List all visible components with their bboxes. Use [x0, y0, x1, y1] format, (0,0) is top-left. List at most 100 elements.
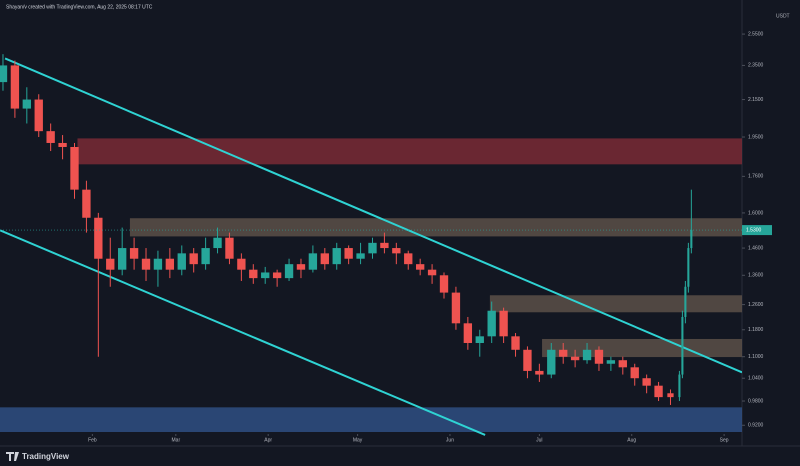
x-tick-label: Jun	[446, 437, 454, 443]
y-tick-label: 1.2600	[748, 302, 764, 308]
candle-body	[58, 142, 67, 147]
candle-body	[356, 253, 365, 259]
y-tick-label: 1.1800	[748, 327, 764, 333]
candle-body	[129, 248, 139, 259]
candle-body	[225, 237, 234, 259]
candle-body	[630, 367, 639, 379]
logo-icon	[6, 452, 19, 461]
candle-body	[606, 360, 616, 364]
y-tick-label: 1.9500	[748, 134, 764, 140]
header: Shayan/v created with TradingView.com, A…	[6, 4, 153, 10]
plot	[0, 54, 742, 436]
trendline	[4, 57, 742, 374]
y-tick-label: 1.3600	[748, 273, 764, 279]
candle-body	[106, 258, 115, 270]
candle-body	[451, 292, 461, 324]
candle-body	[332, 248, 341, 265]
x-tick-label: Aug	[627, 437, 636, 443]
y-tick-label: 1.1000	[748, 354, 764, 360]
candle-body	[308, 253, 318, 270]
currency: USDT	[776, 13, 790, 19]
candle-body	[165, 258, 175, 270]
candle-body	[582, 349, 592, 361]
x-tick-label: Mar	[172, 437, 181, 443]
candle-body	[415, 264, 425, 270]
candle-body	[487, 310, 496, 337]
x-tick-label: May	[353, 437, 363, 443]
candle-body	[261, 272, 270, 279]
candle-body	[22, 99, 31, 109]
candle-body	[463, 323, 473, 343]
last-price-label: 1.5300	[746, 227, 762, 233]
candle-body	[201, 248, 210, 265]
candle-body	[249, 269, 258, 279]
candle-body	[82, 189, 91, 218]
candle-body	[535, 370, 544, 375]
zone	[77, 138, 742, 165]
candle-body	[654, 385, 663, 398]
candle-body	[237, 258, 246, 270]
candle-body	[684, 286, 687, 317]
candle-body	[10, 65, 20, 109]
candle-body	[690, 230, 693, 249]
candle-body	[678, 374, 681, 398]
candle-body	[618, 360, 627, 368]
y-tick-label: 1.6000	[748, 210, 764, 216]
candle-body	[559, 349, 568, 357]
y-tick-label: 1.0400	[748, 376, 764, 382]
candle-body	[687, 248, 690, 287]
candle-body	[368, 242, 377, 254]
y-tick-label: 1.4600	[748, 245, 764, 251]
candle-body	[594, 349, 604, 364]
candle-body	[284, 264, 294, 279]
candle-body	[681, 316, 684, 375]
x-tick-label: Jul	[536, 437, 542, 443]
candle-body	[296, 264, 306, 270]
x-tick-label: Feb	[88, 437, 97, 443]
candle-body	[189, 253, 198, 265]
x-tick-label: Sep	[720, 437, 729, 443]
trendline	[0, 229, 486, 436]
candle-body	[177, 253, 186, 270]
zone	[489, 295, 742, 313]
candle-body	[511, 336, 520, 350]
candle-body	[272, 272, 282, 279]
candle-body	[213, 237, 222, 249]
candle-body	[70, 146, 79, 190]
candle-body	[380, 242, 389, 249]
y-tick-label: 2.3500	[748, 63, 764, 69]
zone	[542, 338, 742, 358]
y-tick-label: 2.5500	[748, 31, 764, 37]
footer-logo: TradingView	[22, 452, 70, 461]
y-tick-label: 1.7600	[748, 174, 764, 180]
candle-body	[0, 65, 8, 83]
zone	[129, 218, 742, 237]
candle-body	[344, 248, 353, 259]
candle-body	[118, 248, 127, 270]
candle-body	[667, 393, 674, 398]
candle-body	[141, 258, 151, 270]
x-tick-label: Apr	[264, 437, 272, 443]
y-tick-label: 2.1500	[748, 97, 764, 103]
candle-body	[427, 269, 437, 276]
y-tick-label: 0.9800	[748, 398, 764, 404]
y-tick-label: 0.9200	[748, 423, 764, 429]
zone	[0, 407, 742, 432]
candle-body	[34, 99, 43, 132]
candle-body	[439, 275, 449, 293]
candle-body	[153, 258, 163, 270]
last-price-badge	[742, 225, 772, 236]
candle-body	[94, 217, 103, 259]
candle-body	[320, 253, 329, 265]
candle-body	[642, 378, 651, 386]
candle-body	[499, 310, 508, 337]
candle-body	[392, 248, 401, 254]
candle-body	[404, 253, 413, 265]
candle-body	[570, 356, 580, 361]
candle-body	[547, 349, 556, 375]
candle-body	[46, 131, 55, 143]
candle-body	[523, 349, 532, 371]
candle-body	[475, 336, 484, 343]
